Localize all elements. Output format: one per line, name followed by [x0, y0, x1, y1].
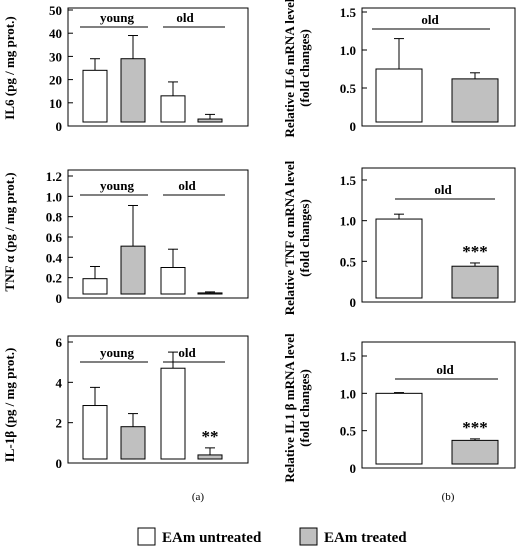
group-label: old [436, 362, 454, 377]
y-axis-label: Relative IL1 β mRNA level [282, 333, 297, 482]
bar [160, 367, 186, 460]
legend-label-treated: EAm treated [324, 530, 407, 546]
y-tick-label: 10 [49, 96, 62, 111]
group-label: young [100, 178, 134, 193]
panel-label-b: (b) [442, 491, 455, 503]
y-tick-label: 0.5 [340, 81, 357, 96]
group-label: old [178, 345, 196, 360]
plot-frame [361, 7, 516, 127]
chart-0: 0 10 20 30 40 50 young old IL6 (pg / mg prot.) [2, 3, 249, 134]
y-axis-label-secondary: (fold changes) [297, 369, 312, 447]
y-tick-label: 1.0 [46, 189, 62, 204]
legend-swatch-treated [299, 527, 318, 546]
y-tick-label: 20 [49, 73, 62, 88]
bar [160, 267, 186, 295]
y-tick-label: 1.5 [340, 173, 357, 188]
group-label: young [100, 345, 134, 360]
y-tick-label: 4 [56, 375, 63, 390]
legend-swatch-untreated [137, 527, 156, 546]
chart-3: 0 0.5 1.0 1.5 old Relative IL6 mRNA level (fol… [282, 0, 516, 138]
bar [451, 265, 499, 299]
bar [375, 392, 423, 465]
group-label: old [434, 182, 452, 197]
bar [82, 405, 108, 460]
y-tick-label: 1.0 [340, 43, 356, 58]
y-tick-label: 0 [56, 119, 63, 134]
group-label: old [421, 12, 439, 27]
plot-frame [67, 169, 249, 299]
y-tick-label: 0.8 [46, 210, 63, 225]
bar [120, 58, 146, 123]
y-tick-label: 6 [56, 335, 63, 350]
y-tick-label: 0.2 [46, 271, 62, 286]
y-tick-label: 1.5 [340, 349, 357, 364]
bar [197, 454, 223, 460]
y-tick-label: 0.4 [46, 250, 63, 265]
y-tick-label: 0 [350, 295, 357, 310]
plot-frame [67, 7, 249, 127]
y-axis-label: IL-1β (pg / mg prot.) [2, 348, 17, 463]
significance-label: *** [462, 418, 488, 437]
y-axis-label: Relative IL6 mRNA level [282, 0, 297, 138]
bar [451, 78, 499, 123]
chart-5: 0 0.5 1.0 1.5 old *** Relative IL1 β mRNA leve… [282, 333, 516, 483]
y-axis-label: Relative TNF α mRNA level [282, 160, 297, 315]
chart-2: 0 2 4 6 young old ** IL-1β (pg / mg prot.) [2, 335, 249, 471]
y-tick-label: 0 [350, 461, 357, 476]
group-label: young [100, 10, 134, 25]
y-tick-label: 0 [56, 456, 63, 471]
y-tick-label: 1.5 [340, 5, 357, 20]
y-tick-label: 2 [56, 416, 63, 431]
bar [160, 95, 186, 123]
bar [82, 278, 108, 295]
group-label: old [178, 178, 196, 193]
y-tick-label: 1.2 [46, 169, 62, 184]
panel-label-a: (a) [192, 491, 205, 503]
legend: EAm untreated EAm treated [137, 527, 407, 546]
y-tick-label: 0.5 [340, 424, 357, 439]
significance-label: ** [202, 427, 219, 446]
chart-4: 0 0.5 1.0 1.5 old *** Relative TNF α mRNA leve… [282, 160, 516, 315]
bar [120, 245, 146, 295]
y-tick-label: 1.0 [340, 386, 356, 401]
y-tick-label: 0 [350, 119, 357, 134]
chart-1: 0 0.2 0.4 0.6 0.8 1.0 1.2 young old TNF α (pg / m… [2, 169, 249, 306]
significance-label: *** [462, 242, 488, 261]
y-tick-label: 1.0 [340, 214, 356, 229]
y-tick-label: 0 [56, 291, 63, 306]
y-axis-label-secondary: (fold changes) [297, 29, 312, 107]
y-tick-label: 0.6 [46, 230, 63, 245]
group-label: old [176, 10, 194, 25]
y-axis-label: TNF α (pg / mg prot.) [2, 172, 17, 291]
bar [375, 68, 423, 123]
y-tick-label: 0.5 [340, 254, 357, 269]
y-tick-label: 50 [49, 3, 62, 18]
legend-label-untreated: EAm untreated [162, 530, 262, 546]
y-tick-label: 30 [49, 49, 62, 64]
bar [197, 292, 223, 295]
bar [375, 218, 423, 299]
plot-frame [67, 335, 249, 464]
plot-frame [361, 167, 516, 303]
bar [197, 118, 223, 123]
y-tick-label: 40 [49, 26, 62, 41]
y-axis-label: IL6 (pg / mg prot.) [2, 16, 17, 119]
plot-frame [361, 341, 516, 469]
y-axis-label-secondary: (fold changes) [297, 199, 312, 277]
bar [451, 439, 499, 465]
bar [82, 69, 108, 123]
bar [120, 426, 146, 460]
